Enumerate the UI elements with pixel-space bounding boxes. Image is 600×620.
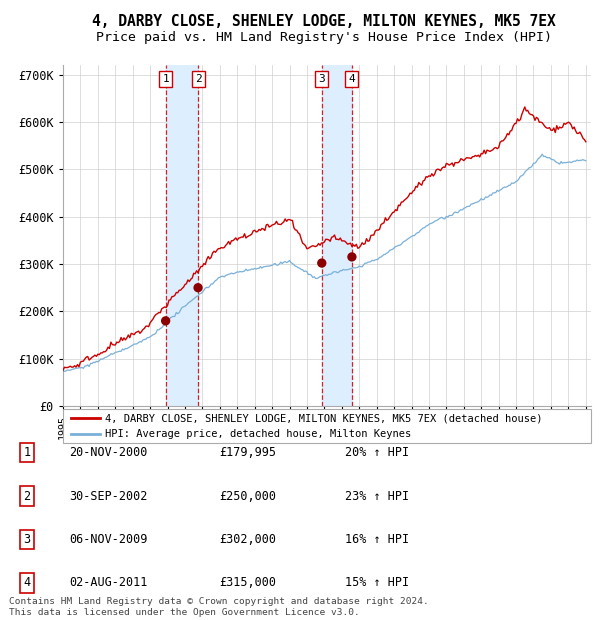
Text: 4: 4 <box>23 577 31 589</box>
Text: 20% ↑ HPI: 20% ↑ HPI <box>345 446 409 459</box>
Text: 1: 1 <box>23 446 31 459</box>
Text: 4: 4 <box>349 74 355 84</box>
Text: 16% ↑ HPI: 16% ↑ HPI <box>345 533 409 546</box>
Point <box>161 316 170 326</box>
Bar <box>322 65 352 406</box>
Text: £250,000: £250,000 <box>219 490 276 502</box>
Text: £302,000: £302,000 <box>219 533 276 546</box>
Text: 4, DARBY CLOSE, SHENLEY LODGE, MILTON KEYNES, MK5 7EX (detached house): 4, DARBY CLOSE, SHENLEY LODGE, MILTON KE… <box>105 414 543 423</box>
Point <box>317 258 326 268</box>
Text: 06-NOV-2009: 06-NOV-2009 <box>69 533 148 546</box>
Text: £179,995: £179,995 <box>219 446 276 459</box>
FancyBboxPatch shape <box>63 409 591 443</box>
Point <box>347 252 357 262</box>
Text: 02-AUG-2011: 02-AUG-2011 <box>69 577 148 589</box>
Text: 2: 2 <box>194 74 202 84</box>
Text: 15% ↑ HPI: 15% ↑ HPI <box>345 577 409 589</box>
Text: Price paid vs. HM Land Registry's House Price Index (HPI): Price paid vs. HM Land Registry's House … <box>96 31 552 43</box>
Text: 20-NOV-2000: 20-NOV-2000 <box>69 446 148 459</box>
Text: 30-SEP-2002: 30-SEP-2002 <box>69 490 148 502</box>
Text: 4, DARBY CLOSE, SHENLEY LODGE, MILTON KEYNES, MK5 7EX: 4, DARBY CLOSE, SHENLEY LODGE, MILTON KE… <box>92 14 556 29</box>
Point <box>193 283 203 293</box>
Text: 1: 1 <box>162 74 169 84</box>
Text: £315,000: £315,000 <box>219 577 276 589</box>
Text: 3: 3 <box>319 74 325 84</box>
Text: Contains HM Land Registry data © Crown copyright and database right 2024.
This d: Contains HM Land Registry data © Crown c… <box>9 598 429 617</box>
Text: HPI: Average price, detached house, Milton Keynes: HPI: Average price, detached house, Milt… <box>105 429 412 439</box>
Text: 23% ↑ HPI: 23% ↑ HPI <box>345 490 409 502</box>
Bar <box>166 65 198 406</box>
Text: 2: 2 <box>23 490 31 502</box>
Text: 3: 3 <box>23 533 31 546</box>
